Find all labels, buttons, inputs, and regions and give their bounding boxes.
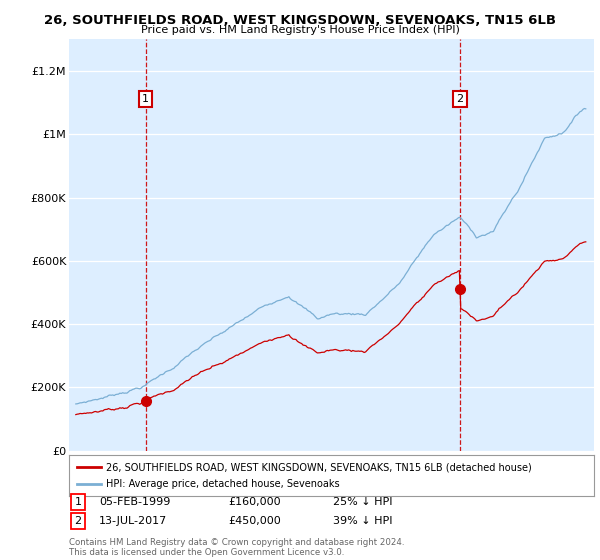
Text: Contains HM Land Registry data © Crown copyright and database right 2024.
This d: Contains HM Land Registry data © Crown c… — [69, 538, 404, 557]
Text: £450,000: £450,000 — [228, 516, 281, 526]
Text: 13-JUL-2017: 13-JUL-2017 — [99, 516, 167, 526]
Text: 2: 2 — [457, 94, 464, 104]
Text: £160,000: £160,000 — [228, 497, 281, 507]
Text: 05-FEB-1999: 05-FEB-1999 — [99, 497, 170, 507]
Text: 1: 1 — [74, 497, 82, 507]
Text: Price paid vs. HM Land Registry's House Price Index (HPI): Price paid vs. HM Land Registry's House … — [140, 25, 460, 35]
Text: HPI: Average price, detached house, Sevenoaks: HPI: Average price, detached house, Seve… — [106, 479, 340, 489]
Text: 39% ↓ HPI: 39% ↓ HPI — [333, 516, 392, 526]
Text: 25% ↓ HPI: 25% ↓ HPI — [333, 497, 392, 507]
Text: 26, SOUTHFIELDS ROAD, WEST KINGSDOWN, SEVENOAKS, TN15 6LB: 26, SOUTHFIELDS ROAD, WEST KINGSDOWN, SE… — [44, 14, 556, 27]
Text: 26, SOUTHFIELDS ROAD, WEST KINGSDOWN, SEVENOAKS, TN15 6LB (detached house): 26, SOUTHFIELDS ROAD, WEST KINGSDOWN, SE… — [106, 463, 532, 473]
Text: 2: 2 — [74, 516, 82, 526]
Text: 1: 1 — [142, 94, 149, 104]
